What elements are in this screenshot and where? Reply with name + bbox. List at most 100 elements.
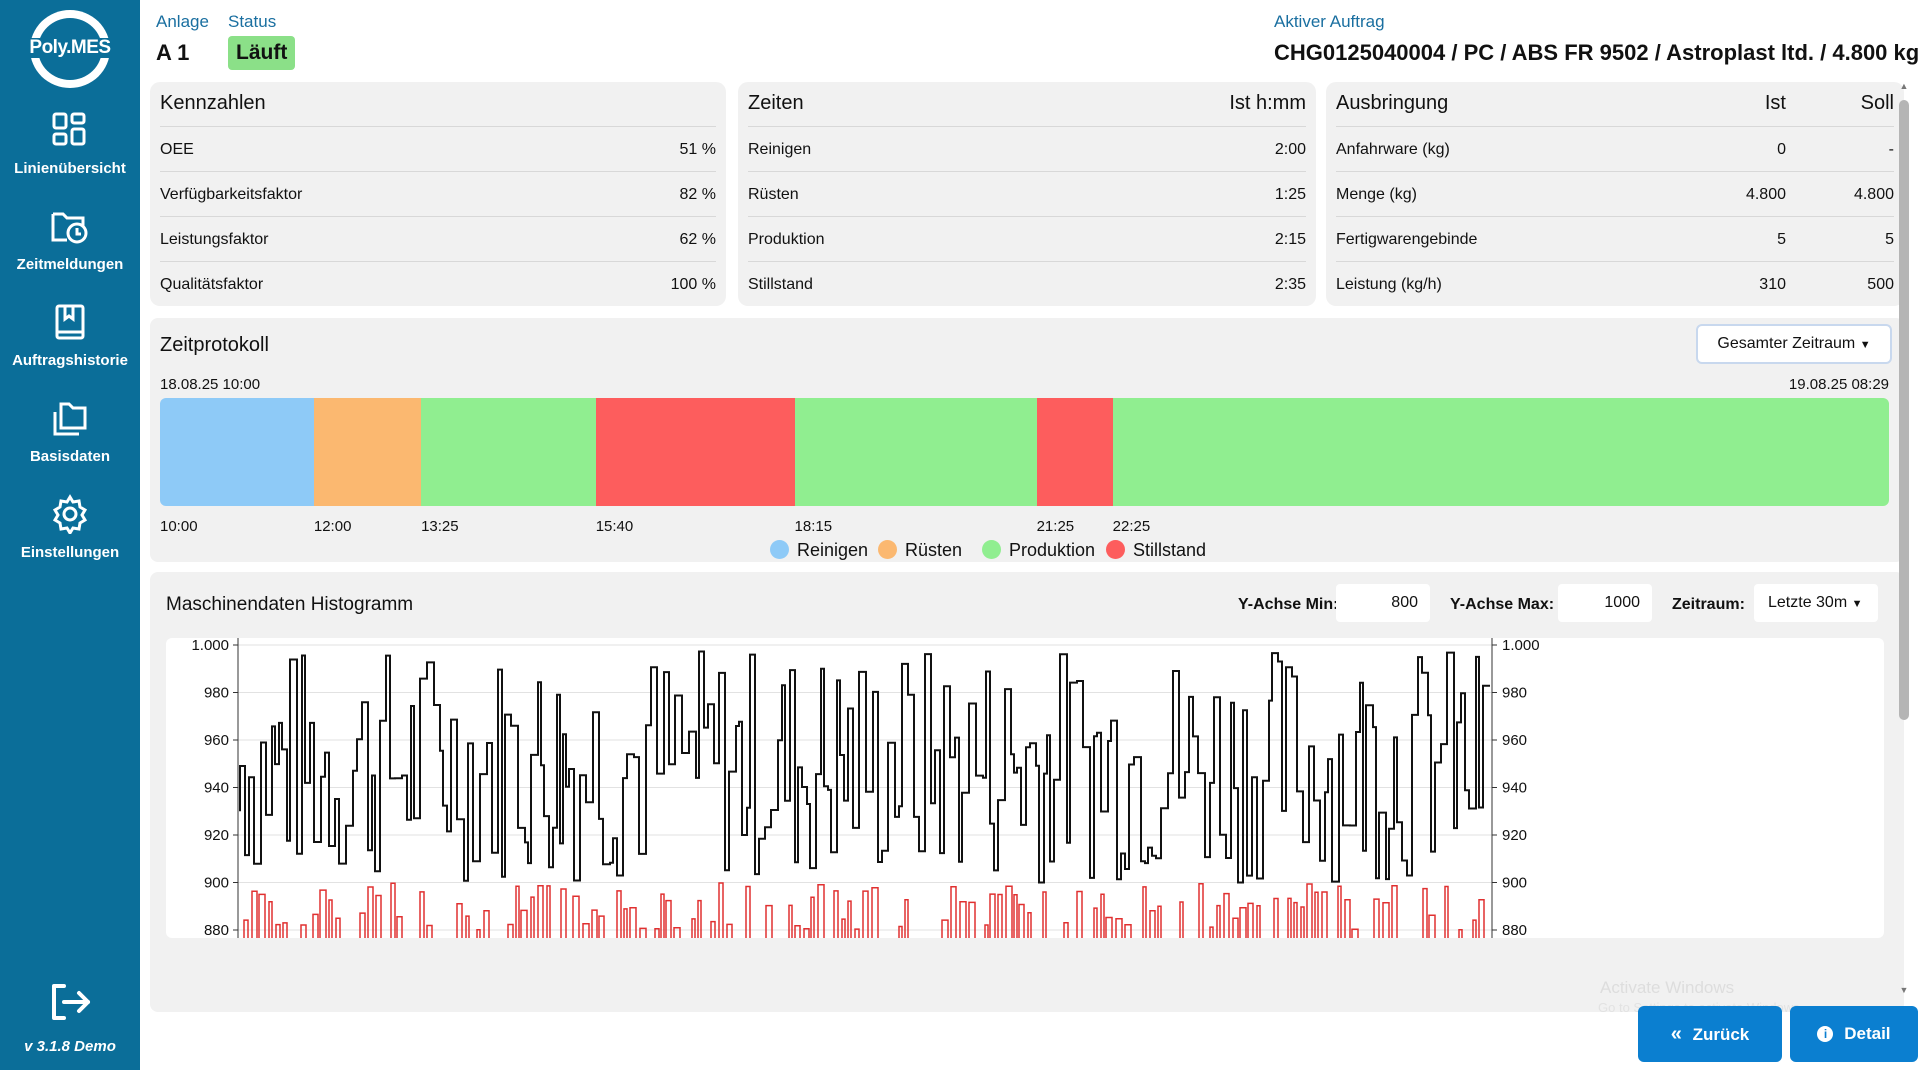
y-tick-label-right: 920 xyxy=(1502,827,1527,844)
detail-button[interactable]: i Detail xyxy=(1790,1006,1918,1062)
timeline-segment-stillstand[interactable] xyxy=(595,398,796,506)
caret-down-icon: ▼ xyxy=(1859,339,1871,351)
nav-auftragshistorie[interactable]: Auftragshistorie xyxy=(0,302,140,392)
zeitraum-select[interactable]: Letzte 30m ▼ xyxy=(1754,584,1878,622)
kennzahl-value: 82 % xyxy=(679,186,716,203)
y-tick-label-left: 940 xyxy=(204,780,229,797)
scroll-thumb[interactable] xyxy=(1899,100,1909,720)
detail-button-label: Detail xyxy=(1844,1024,1891,1043)
timeline-segment-produktion[interactable] xyxy=(794,398,1038,506)
ymin-input[interactable]: 800 xyxy=(1336,584,1430,622)
ymax-input[interactable]: 1000 xyxy=(1558,584,1652,622)
nav-label-linienuebersicht: Linienübersicht xyxy=(14,160,126,177)
y-tick-label-left: 900 xyxy=(204,875,229,892)
zeitraum-select-value: Letzte 30m xyxy=(1768,594,1848,611)
nav-label-auftragshistorie: Auftragshistorie xyxy=(12,352,128,369)
app-logo[interactable]: Poly.MES xyxy=(24,10,116,88)
timeline-tick: 15:40 xyxy=(595,518,634,535)
nav-label-basisdaten: Basisdaten xyxy=(29,448,111,465)
timeline-tick: 22:25 xyxy=(1112,518,1151,535)
ausbringung-row: Fertigwarengebinde 5 5 xyxy=(1336,216,1894,261)
zeiten-row: Reinigen 2:00 xyxy=(748,126,1306,171)
timeline-bar xyxy=(160,398,1889,506)
period-select[interactable]: Gesamter Zeitraum ▼ xyxy=(1696,324,1892,364)
histogramm-card: Maschinendaten Histogramm Y-Achse Min: 8… xyxy=(150,572,1904,1012)
legend-label: Stillstand xyxy=(1133,540,1207,560)
logout-icon xyxy=(52,984,90,1020)
timeline-segment-reinigen[interactable] xyxy=(160,398,315,506)
y-tick-label-left: 920 xyxy=(204,827,229,844)
logout-button[interactable] xyxy=(48,982,92,1022)
timeline-segment-stillstand[interactable] xyxy=(1036,398,1114,506)
kennzahl-label: Verfügbarkeitsfaktor xyxy=(160,186,303,203)
folder-clock-icon xyxy=(51,212,88,244)
kennzahlen-card: Kennzahlen OEE 51 % Verfügbarkeitsfaktor… xyxy=(150,82,726,306)
zeiten-value: 2:35 xyxy=(1274,276,1306,293)
zeiten-label: Stillstand xyxy=(748,276,813,293)
anlage-label: Anlage xyxy=(156,12,209,31)
ausbringung-ist: 5 xyxy=(1777,231,1786,248)
zeiten-col-head: Ist h:mm xyxy=(1229,92,1306,114)
zeitprotokoll-title: Zeitprotokoll xyxy=(160,334,269,356)
kennzahl-label: Qualitätsfaktor xyxy=(160,276,264,293)
timeline-segment-produktion[interactable] xyxy=(421,398,597,506)
y-tick-label-left: 880 xyxy=(204,922,229,938)
histogramm-title: Maschinendaten Histogramm xyxy=(166,594,414,615)
zeiten-row: Rüsten 1:25 xyxy=(748,171,1306,216)
ausbringung-label: Leistung (kg/h) xyxy=(1336,276,1442,293)
ymax-label: Y-Achse Max: xyxy=(1450,596,1555,613)
zeiten-value: 2:15 xyxy=(1274,231,1306,248)
status-label: Status xyxy=(228,12,277,31)
sidebar: Poly.MES Linienübersicht Zeitmeldungen A… xyxy=(0,0,140,1070)
timeline-tick: 18:15 xyxy=(794,518,833,535)
ausbringung-ist: 4.800 xyxy=(1745,186,1786,203)
kennzahlen-row: Qualitätsfaktor 100 % xyxy=(160,261,716,306)
auftrag-value: CHG0125040004 / PC / ABS FR 9502 / Astro… xyxy=(1274,40,1920,65)
ausbringung-soll: 4.800 xyxy=(1853,186,1894,203)
ausbringung-label: Fertigwarengebinde xyxy=(1336,231,1478,248)
back-button[interactable]: « Zurück xyxy=(1638,1006,1782,1062)
nav-linienuebersicht[interactable]: Linienübersicht xyxy=(0,110,140,200)
back-button-label: Zurück xyxy=(1692,1025,1750,1044)
y-tick-label-left: 980 xyxy=(204,685,229,702)
ausbringung-card: Ausbringung Ist Soll Anfahrware (kg) 0 -… xyxy=(1326,82,1904,306)
page-scrollbar[interactable]: ▲ ▼ xyxy=(1897,80,1911,1000)
nav-zeitmeldungen[interactable]: Zeitmeldungen xyxy=(0,206,140,296)
zeiten-row: Stillstand 2:35 xyxy=(748,261,1306,306)
histogram-chart: 1.000 1.000 980 980 960 960 940 940 920 920 900 900… xyxy=(166,638,1884,938)
y-tick-label-right: 960 xyxy=(1502,732,1527,749)
zeitraum-label: Zeitraum: xyxy=(1672,596,1745,613)
nav-label-einstellungen: Einstellungen xyxy=(20,544,120,561)
ausbringung-label: Menge (kg) xyxy=(1336,186,1417,203)
y-tick-label-right: 940 xyxy=(1502,780,1527,797)
timeline-tick: 21:25 xyxy=(1036,518,1075,535)
zeiten-value: 1:25 xyxy=(1274,186,1306,203)
ausbringung-col-ist: Ist xyxy=(1764,92,1786,114)
legend-dot xyxy=(878,540,897,559)
timeline-tick: 13:25 xyxy=(421,518,459,535)
zeitprotokoll-card: Zeitprotokoll Gesamter Zeitraum ▼ 18.08.… xyxy=(150,318,1904,562)
kennzahl-value: 51 % xyxy=(679,141,716,158)
timeline-segment-ruesten[interactable] xyxy=(313,398,422,506)
scroll-up-icon[interactable]: ▲ xyxy=(1899,81,1909,91)
legend-item: Stillstand xyxy=(1106,540,1206,561)
timeline-segment-produktion[interactable] xyxy=(1112,398,1889,506)
ausbringung-title: Ausbringung xyxy=(1336,92,1449,114)
ymin-label: Y-Achse Min: xyxy=(1238,596,1339,613)
zeiten-label: Produktion xyxy=(748,231,825,248)
series-line-hauptwert xyxy=(239,650,1490,884)
y-tick-label-right: 1.000 xyxy=(1502,638,1540,654)
legend-item: Produktion xyxy=(982,540,1095,561)
nav-basisdaten[interactable]: Basisdaten xyxy=(0,398,140,488)
timeline-tick: 10:00 xyxy=(160,518,198,535)
period-select-value: Gesamter Zeitraum xyxy=(1717,335,1856,352)
ausbringung-label: Anfahrware (kg) xyxy=(1336,141,1450,158)
nav-einstellungen[interactable]: Einstellungen xyxy=(0,494,140,584)
timeline-tick: 12:00 xyxy=(313,518,352,535)
folders-icon xyxy=(53,402,87,436)
legend-label: Rüsten xyxy=(905,540,963,560)
kennzahl-value: 100 % xyxy=(670,276,716,293)
double-chevron-left-icon: « xyxy=(1670,1023,1682,1045)
kennzahl-label: OEE xyxy=(160,141,194,158)
scroll-down-icon[interactable]: ▼ xyxy=(1899,985,1909,995)
